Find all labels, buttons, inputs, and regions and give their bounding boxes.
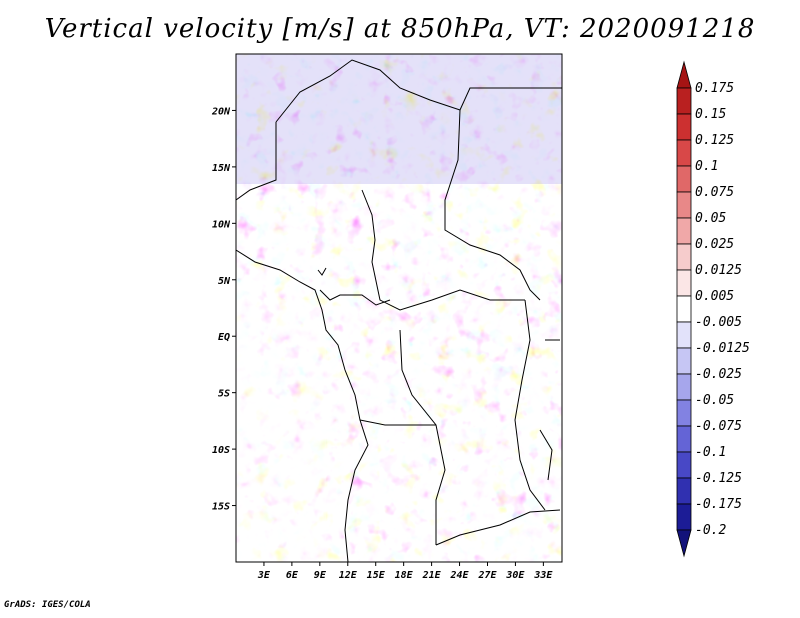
colorbar-swatch: [676, 113, 692, 141]
lon-label: 27E: [477, 570, 497, 581]
colorbar-swatch: [676, 399, 692, 427]
lon-label: 18E: [395, 570, 414, 581]
colorbar-label: 0.175: [695, 81, 734, 96]
colorbar-label: -0.025: [695, 367, 742, 382]
colorbar-label: 0.025: [695, 237, 734, 252]
colorbar-swatch: [676, 191, 692, 219]
colorbar-label: 0.075: [695, 185, 734, 200]
colorbar-swatch: [676, 425, 692, 453]
lon-label: 6E: [286, 570, 299, 581]
colorbar-label: -0.125: [695, 471, 742, 486]
colorbar-swatch: [676, 503, 692, 531]
colorbar-swatch: [676, 321, 692, 349]
latitude-axis: 20N 15N 10N 5N EQ 5S 10S 15S: [211, 106, 236, 513]
colorbar-top-arrow: [676, 60, 692, 89]
lon-label: 30E: [505, 570, 525, 581]
colorbar-label: -0.05: [695, 393, 734, 408]
velocity-field: [236, 54, 562, 562]
colorbar-label: -0.005: [695, 315, 742, 330]
colorbar-label: -0.175: [695, 497, 742, 512]
lon-label: 15E: [367, 570, 386, 581]
map-frame: [235, 53, 563, 563]
colorbar-swatch: [676, 451, 692, 479]
colorbar-swatch: [676, 269, 692, 297]
colorbar-label: 0.125: [695, 133, 734, 148]
colorbar-swatch: [676, 347, 692, 375]
colorbar-label: -0.0125: [695, 341, 750, 356]
plot-title: Vertical velocity [m/s] at 850hPa, VT: 2…: [44, 14, 756, 44]
lat-label: 10S: [212, 445, 230, 456]
colorbar-label: -0.2: [695, 523, 726, 538]
colorbar-label: -0.075: [695, 419, 742, 434]
colorbar-swatch: [676, 87, 692, 115]
lat-label: 20N: [211, 106, 231, 117]
colorbar-label: -0.1: [695, 445, 726, 460]
country-borders: [236, 59, 562, 562]
lon-label: 12E: [339, 570, 358, 581]
grads-credit: GrADS: IGES/COLA: [4, 600, 91, 610]
lat-label: EQ: [218, 332, 230, 343]
lon-label: 33E: [533, 570, 553, 581]
colorbar-bottom-arrow: [676, 529, 692, 558]
colorbar-swatch: [676, 373, 692, 401]
colorbar-label: 0.1: [695, 159, 718, 174]
colorbar-swatch: [676, 243, 692, 271]
colorbar-label: 0.05: [695, 211, 726, 226]
lon-label: 24E: [450, 570, 470, 581]
lon-label: 9E: [314, 570, 327, 581]
lat-label: 15N: [212, 163, 231, 174]
lat-label: 10N: [212, 219, 231, 230]
colorbar-swatch: [676, 295, 692, 323]
lon-label: 3E: [257, 570, 271, 581]
colorbar-swatch: [676, 217, 692, 245]
longitude-axis: 3E 6E 9E 12E 15E 18E 21E 24E 27E 30E 33E: [257, 562, 553, 581]
colorbar-swatch: [676, 165, 692, 193]
lat-label: 15S: [212, 502, 230, 513]
lat-label: 5S: [218, 389, 230, 400]
lat-label: 5N: [218, 276, 231, 287]
colorbar-label: 0.0125: [695, 263, 742, 278]
colorbar-swatch: [676, 477, 692, 505]
colorbar-swatch: [676, 139, 692, 167]
lon-label: 21E: [422, 570, 442, 581]
colorbar-label: 0.15: [695, 107, 726, 122]
colorbar: 0.175 0.15 0.125 0.1 0.075 0.05 0.025 0.0125 0.0…: [676, 60, 750, 558]
colorbar-label: 0.005: [695, 289, 734, 304]
